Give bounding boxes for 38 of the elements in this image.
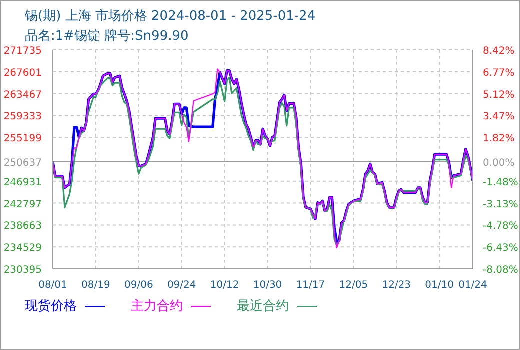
y-tick-label: 263467 (4, 90, 42, 101)
y2-tick-label: -4.78% (483, 221, 518, 232)
y-tick-label: 230395 (4, 265, 42, 276)
y-tick-label: 234529 (4, 243, 42, 254)
x-tick-label: 09/24 (167, 280, 196, 291)
legend-label: 最近合约 (237, 298, 289, 315)
y2-tick-label: 1.82% (483, 134, 515, 145)
x-tick-label: 12/05 (339, 280, 368, 291)
y2-tick-label: -3.13% (483, 199, 518, 210)
y-tick-label: 267601 (4, 68, 42, 79)
y2-tick-label: -1.48% (483, 177, 518, 188)
legend-label: 现货价格 (25, 298, 77, 315)
y2-tick-label: -8.08% (483, 265, 518, 276)
y2-tick-label: 8.42% (483, 46, 515, 57)
x-tick-label: 12/23 (382, 280, 412, 291)
chart-title: 锡(期) 上海 市场价格 2024-08-01 - 2025-01-24 (25, 8, 316, 25)
x-tick-label: 09/06 (124, 280, 154, 291)
y-tick-label: 255199 (4, 134, 42, 145)
y2-tick-label: 5.12% (483, 90, 515, 101)
x-tick-label: 11/17 (296, 280, 326, 291)
x-tick-label: 10/30 (253, 280, 282, 291)
y-tick-label: 250637 (4, 158, 42, 169)
y2-tick-label: 0.00% (483, 158, 515, 169)
y2-tick-label: 6.77% (483, 68, 515, 79)
x-tick-label: 01/10 (425, 280, 454, 291)
y-tick-label: 238663 (4, 221, 42, 232)
y-tick-label: 246931 (4, 177, 42, 188)
x-tick-label: 08/19 (82, 280, 110, 291)
x-tick-label: 08/01 (38, 280, 68, 291)
x-tick-label: 01/24 (458, 280, 488, 291)
y-tick-label: 242797 (4, 199, 42, 210)
y2-tick-label: 3.47% (483, 112, 515, 123)
legend-label: 主力合约 (131, 298, 183, 315)
x-tick-label: 10/12 (210, 280, 240, 291)
chart-subtitle: 品名:1#锡锭 牌号:Sn99.90 (25, 28, 189, 45)
y2-tick-label: -6.43% (483, 243, 518, 254)
y-tick-label: 271735 (4, 46, 42, 57)
y-tick-label: 259333 (4, 112, 42, 123)
